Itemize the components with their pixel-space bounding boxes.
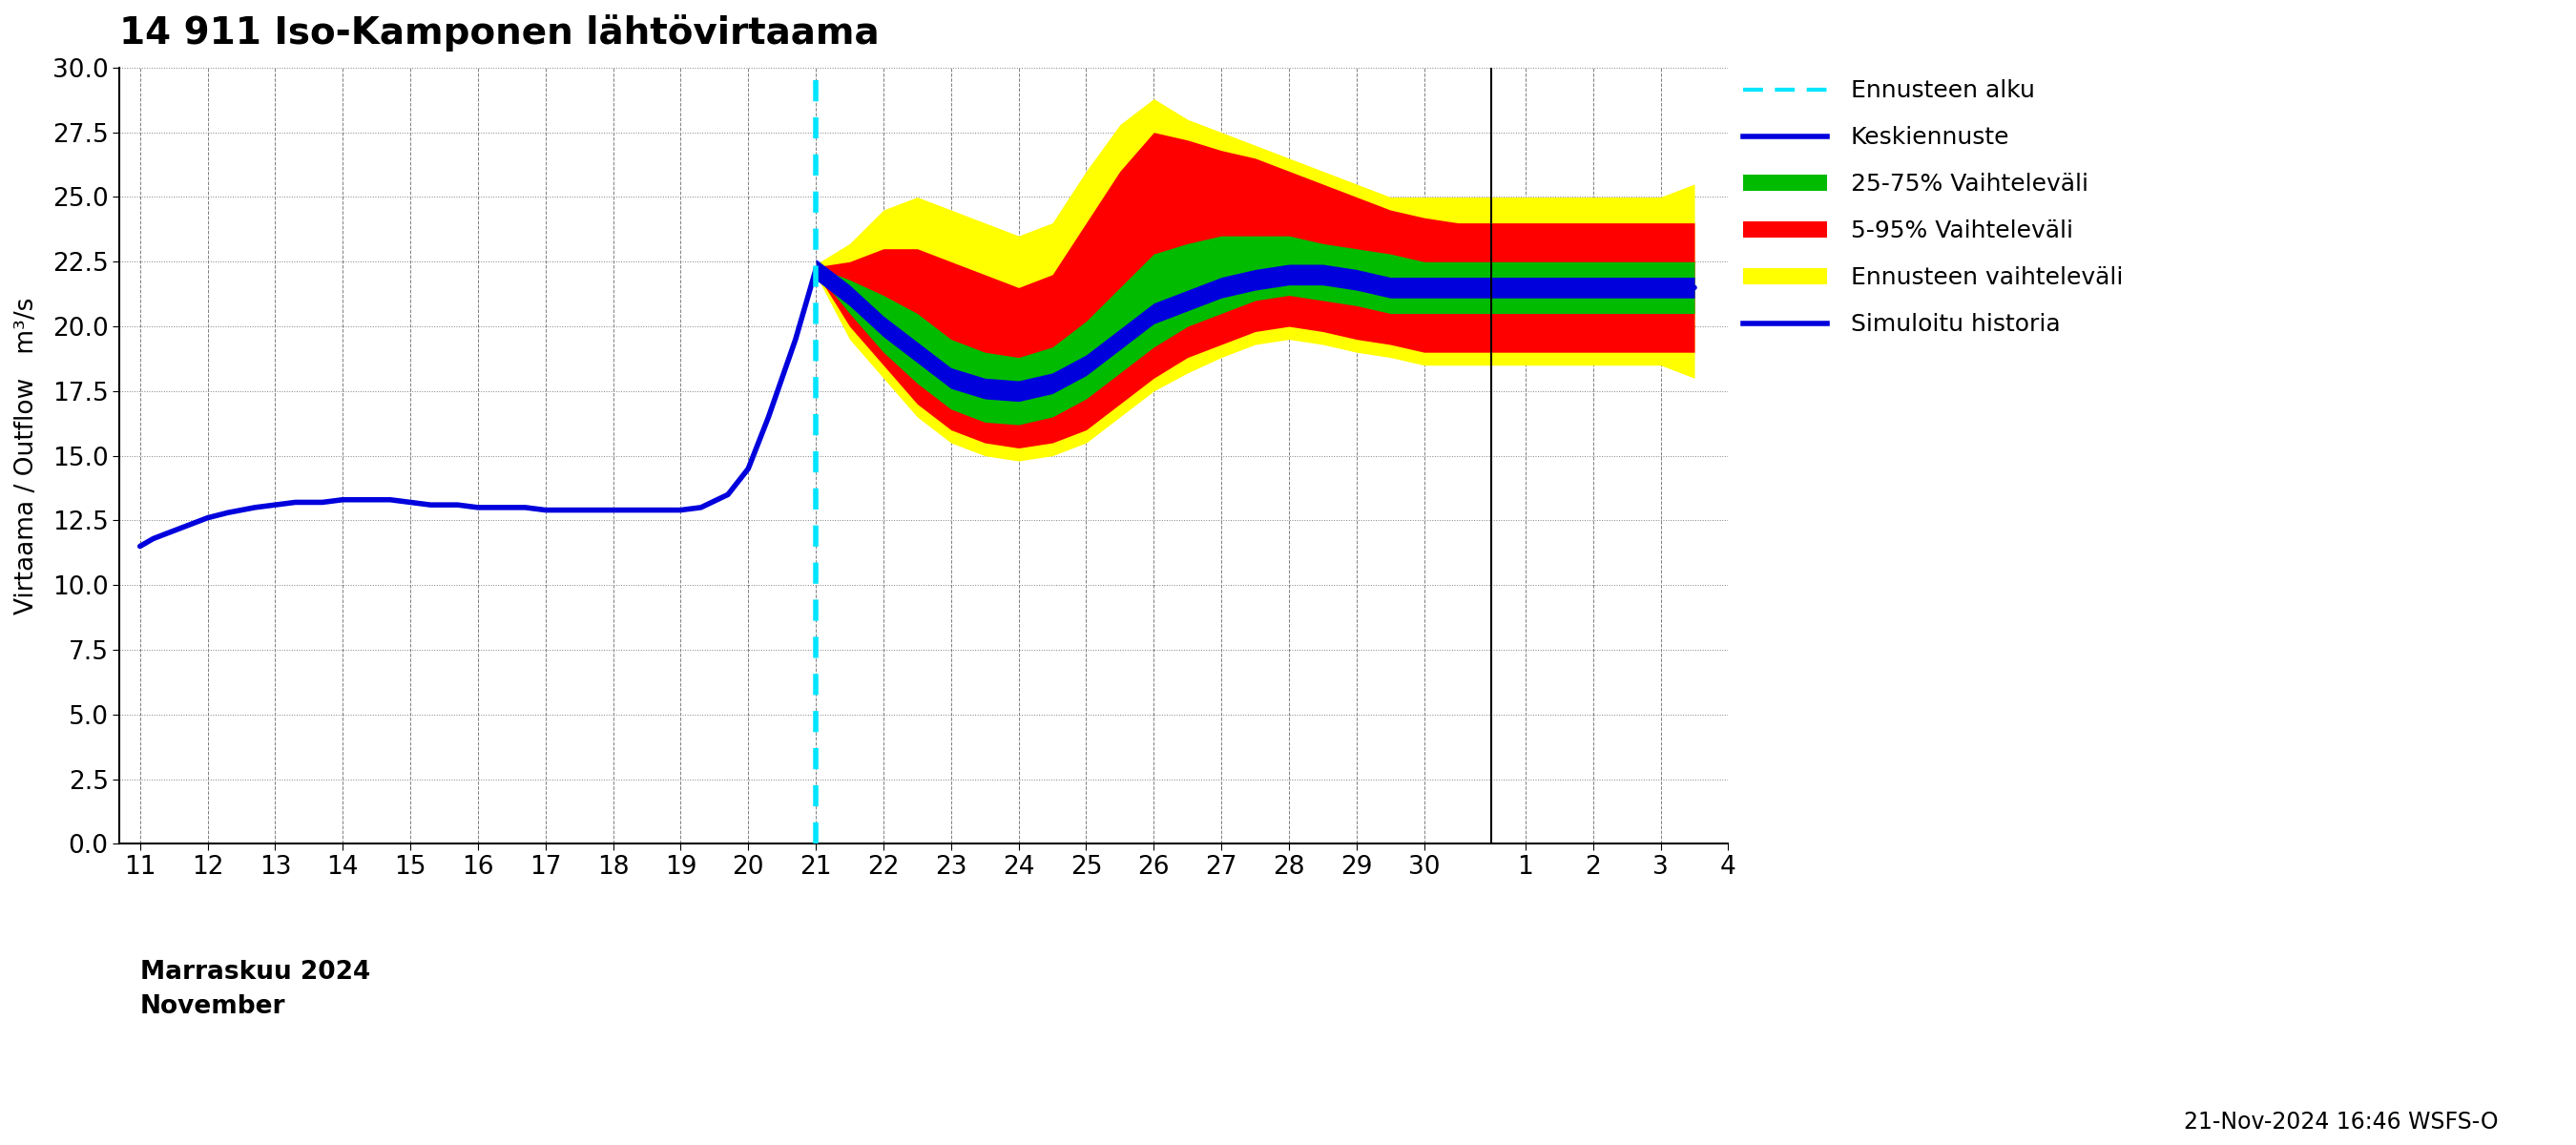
- Legend: Ennusteen alku, Keskiennuste, 25-75% Vaihteleväli, 5-95% Vaihteleväli, Ennusteen: Ennusteen alku, Keskiennuste, 25-75% Vai…: [1744, 80, 2123, 337]
- Text: November: November: [139, 994, 286, 1019]
- Text: 21-Nov-2024 16:46 WSFS-O: 21-Nov-2024 16:46 WSFS-O: [2184, 1111, 2499, 1134]
- Y-axis label: Virtaama / Outflow   m³/s: Virtaama / Outflow m³/s: [15, 298, 39, 615]
- Text: Marraskuu 2024: Marraskuu 2024: [139, 961, 371, 985]
- Text: 14 911 Iso-Kamponen lähtövirtaama: 14 911 Iso-Kamponen lähtövirtaama: [118, 14, 881, 52]
